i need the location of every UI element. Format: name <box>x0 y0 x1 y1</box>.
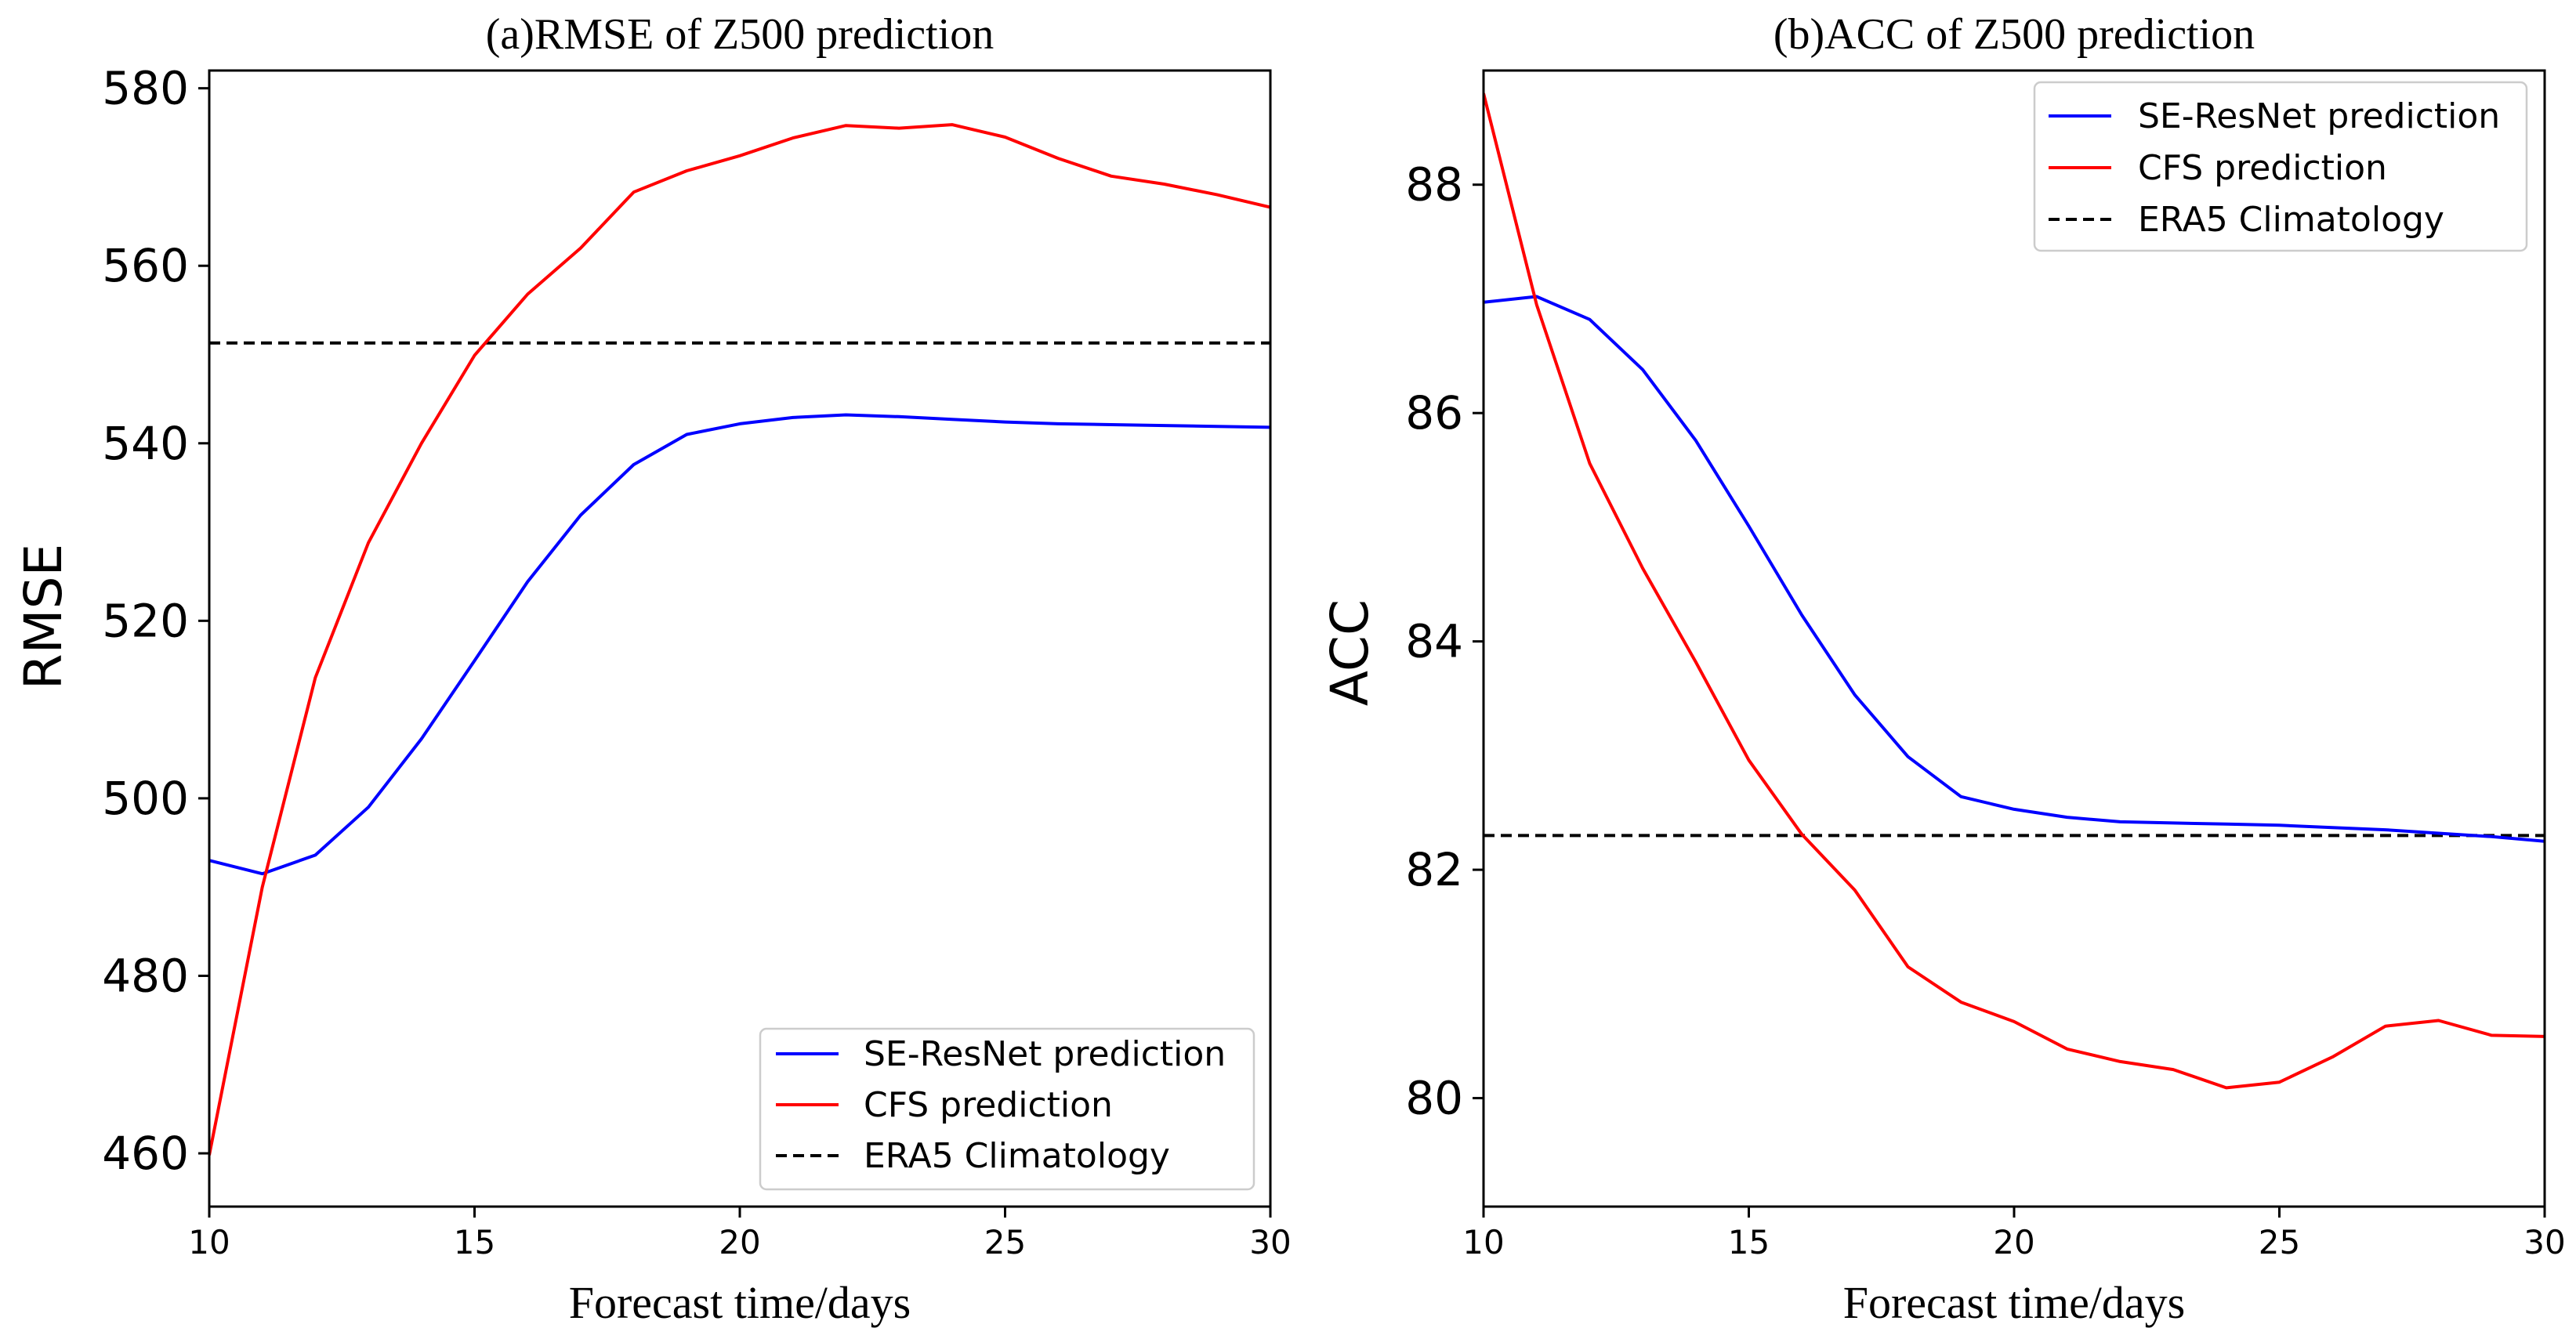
acc-y-tick-label-88: 88 <box>1405 158 1463 212</box>
acc-legend-box <box>2033 81 2528 252</box>
rmse-series-line-cfs-prediction <box>209 123 1270 1156</box>
acc-series-line-cfs-prediction <box>1484 92 2545 1090</box>
acc-x-tick-label-30: 30 <box>2523 1223 2565 1261</box>
rmse-x-tick-label-15: 15 <box>454 1223 495 1261</box>
rmse-y-tick-label-580: 580 <box>102 62 189 115</box>
rmse-legend-label-cfs: CFS prediction <box>864 1085 1113 1125</box>
rmse-axes-frame <box>208 69 1272 1208</box>
acc-x-tick-label-10: 10 <box>1462 1223 1504 1261</box>
rmse-y-tick-label-540: 540 <box>102 417 189 470</box>
acc-chart-title: (b)ACC of Z500 prediction <box>1773 10 2255 59</box>
rmse-panel: (a)RMSE of Z500 prediction Forecast time… <box>13 10 1292 1328</box>
rmse-x-tick-label-20: 20 <box>719 1223 760 1261</box>
acc-series-group <box>1484 92 2545 1090</box>
rmse-y-tick-label-460: 460 <box>102 1127 189 1180</box>
acc-series-line-se-resnet-prediction <box>1484 295 2545 843</box>
acc-y-tick-label-80: 80 <box>1405 1072 1463 1125</box>
rmse-legend-label-era5: ERA5 Climatology <box>864 1136 1170 1176</box>
rmse-x-tick-label-30: 30 <box>1249 1223 1291 1261</box>
acc-x-tick-label-15: 15 <box>1728 1223 1770 1261</box>
rmse-series-group <box>209 123 1270 1156</box>
rmse-series-line-se-resnet-prediction <box>209 413 1270 876</box>
acc-legend-label-era5: ERA5 Climatology <box>2138 200 2444 240</box>
acc-x-tick-label-20: 20 <box>1993 1223 2034 1261</box>
acc-legend: SE-ResNet prediction CFS prediction ERA5… <box>2033 81 2528 252</box>
rmse-ticks: 10 15 20 25 30 460 480 500 520 540 560 580 <box>102 62 1291 1261</box>
rmse-x-axis-label: Forecast time/days <box>569 1277 911 1328</box>
rmse-y-tick-label-520: 520 <box>102 594 189 647</box>
acc-y-tick-label-82: 82 <box>1405 843 1463 896</box>
acc-y-axis-label: ACC <box>1320 599 1380 706</box>
rmse-x-tick-label-25: 25 <box>984 1223 1026 1261</box>
rmse-plot-area <box>209 123 1270 1156</box>
acc-axes-frame <box>1482 69 2546 1208</box>
acc-y-tick-label-86: 86 <box>1405 386 1463 440</box>
rmse-legend: SE-ResNet prediction CFS prediction ERA5… <box>759 1027 1255 1191</box>
acc-y-tick-label-84: 84 <box>1405 615 1463 668</box>
acc-legend-label-se-resnet: SE-ResNet prediction <box>2138 96 2500 136</box>
rmse-y-axis-label: RMSE <box>13 544 74 689</box>
acc-panel: (b)ACC of Z500 prediction Forecast time/… <box>1320 10 2566 1328</box>
rmse-legend-label-se-resnet: SE-ResNet prediction <box>864 1034 1226 1074</box>
rmse-y-tick-label-500: 500 <box>102 772 189 825</box>
acc-legend-label-cfs: CFS prediction <box>2138 148 2387 188</box>
acc-x-tick-label-25: 25 <box>2259 1223 2300 1261</box>
acc-plot-area <box>1484 92 2545 1090</box>
rmse-y-tick-label-480: 480 <box>102 949 189 1002</box>
rmse-y-tick-label-560: 560 <box>102 239 189 292</box>
rmse-legend-box <box>759 1027 1255 1191</box>
acc-x-axis-label: Forecast time/days <box>1843 1277 2186 1328</box>
rmse-x-tick-label-10: 10 <box>188 1223 230 1261</box>
acc-ticks: 10 15 20 25 30 80 82 84 86 88 <box>1405 158 2566 1261</box>
rmse-chart-title: (a)RMSE of Z500 prediction <box>486 10 995 59</box>
